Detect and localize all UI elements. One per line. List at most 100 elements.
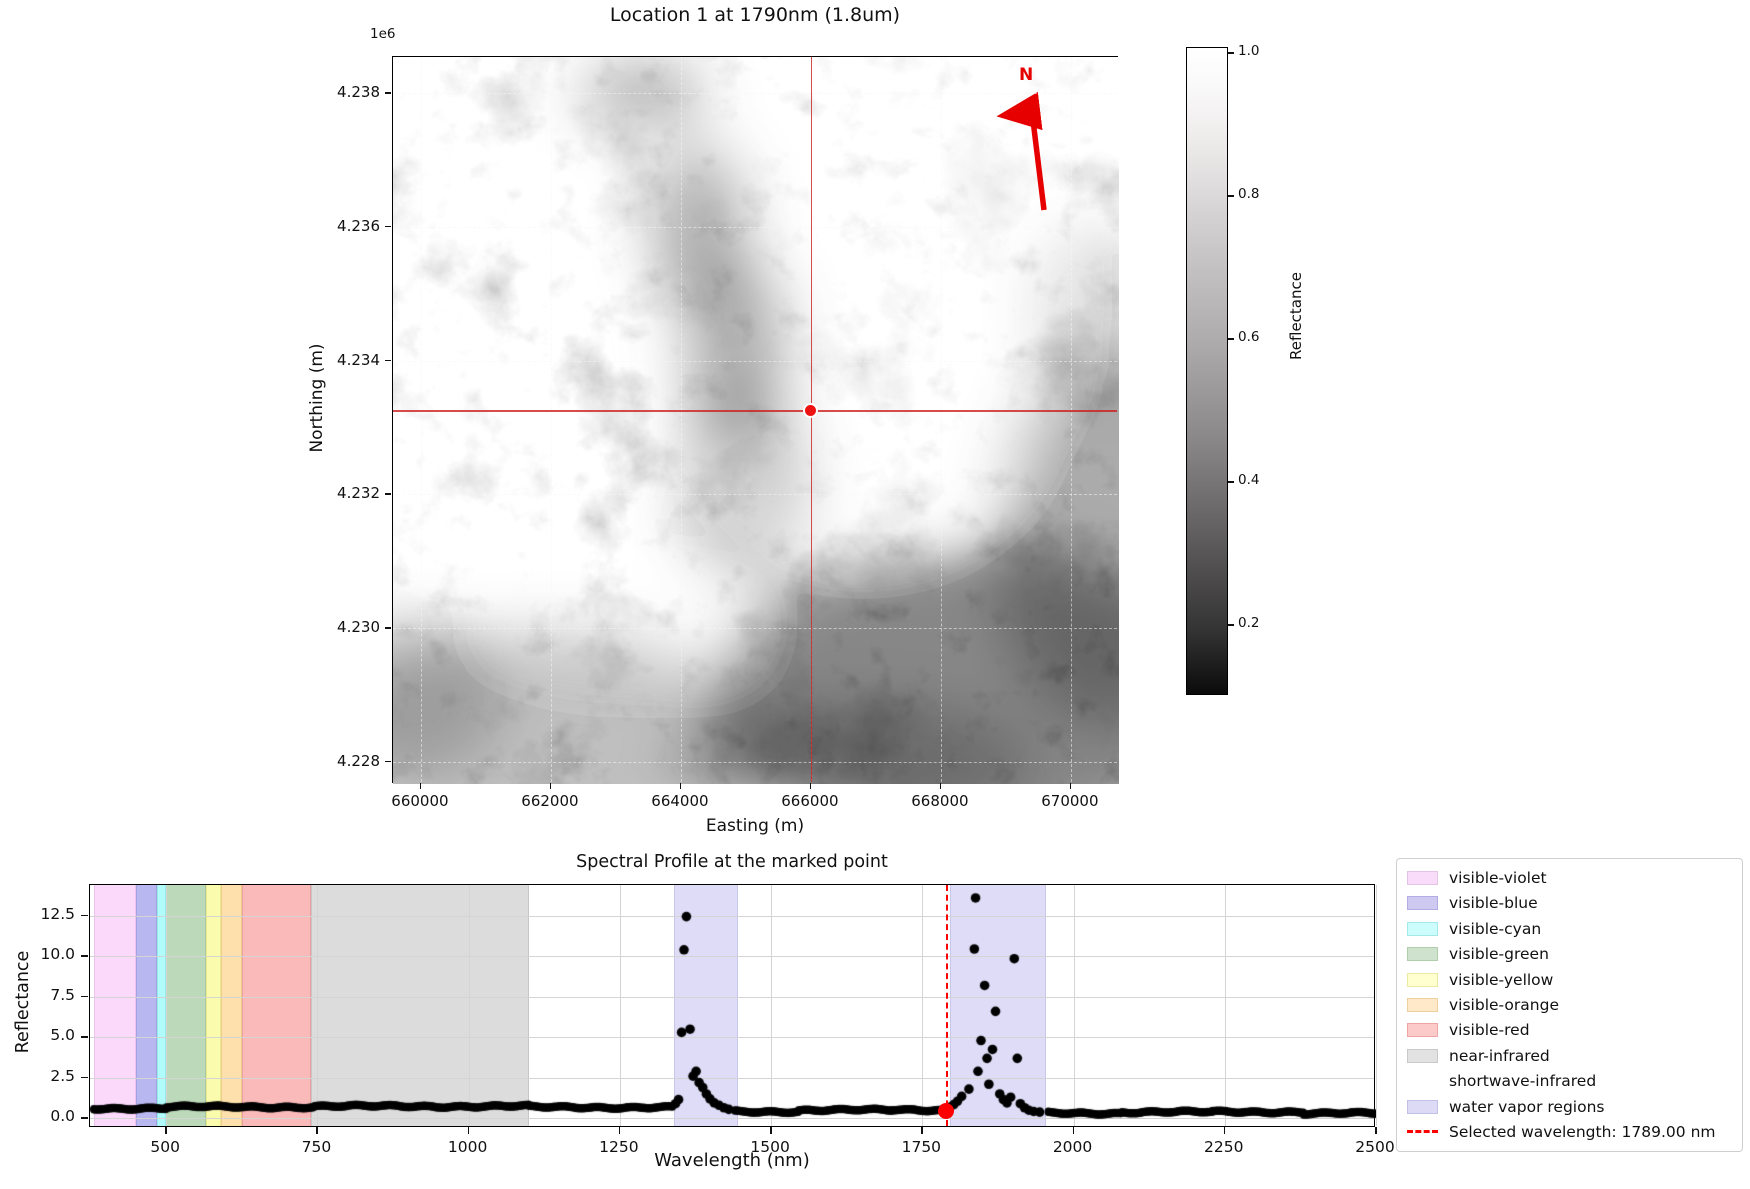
crosshair-horizontal (393, 410, 1117, 412)
spectral-x-tickmark (1223, 1127, 1226, 1134)
spectral-x-tickmark (467, 1127, 470, 1134)
spectral-x-tickmark (770, 1127, 772, 1134)
legend-row: water vapor regions (1407, 1095, 1732, 1119)
spectral-gridline-v (1376, 885, 1377, 1126)
map-x-tickmark (679, 783, 682, 789)
legend-row: near-infrared (1407, 1044, 1732, 1068)
crosshair-vertical (810, 57, 813, 782)
colorbar-tickmark (1228, 481, 1234, 483)
legend-swatch (1407, 871, 1438, 885)
spectral-x-tickmark (165, 1127, 167, 1134)
legend-row: visible-cyan (1407, 917, 1732, 941)
map-gridline-h (393, 93, 1117, 95)
spectral-x-tick-label: 1750 (901, 1138, 942, 1156)
map-title: Location 1 at 1790nm (1.8um) (609, 4, 901, 26)
legend-swatch (1407, 1074, 1438, 1089)
spectral-y-tick-label: 2.5 (50, 1066, 75, 1085)
selected-wavelength-line (945, 885, 948, 1126)
spectral-y-tickmark (81, 1117, 88, 1119)
map-x-tickmark (549, 783, 552, 789)
colorbar-tickmark (1228, 624, 1234, 626)
map-x-tickmark (1069, 783, 1072, 789)
map-y-tick-label: 4.236 (337, 216, 380, 235)
spectral-y-tick-label: 0.0 (50, 1107, 75, 1126)
colorbar-tickmark (1228, 52, 1234, 54)
colorbar (1186, 47, 1228, 695)
spectral-y-tickmark (81, 995, 88, 998)
map-x-tick-label: 660000 (391, 792, 449, 810)
map-gridline-h (393, 226, 1117, 228)
legend-label: visible-blue (1449, 894, 1538, 913)
map-x-tick-label: 670000 (1041, 792, 1099, 810)
map-y-tick-label: 4.228 (337, 751, 380, 770)
colorbar-tick-label: 1.0 (1238, 43, 1260, 59)
map-gridline-v (940, 57, 942, 782)
legend-swatch (1407, 1023, 1438, 1038)
colorbar-tick-label: 0.4 (1238, 472, 1260, 489)
legend-swatch (1407, 1048, 1438, 1063)
spectral-y-tick-label: 7.5 (50, 985, 75, 1004)
map-gridline-h (393, 494, 1117, 496)
map-marker-dot (803, 402, 819, 418)
spectral-x-tick-label: 2000 (1052, 1138, 1093, 1156)
legend-label: visible-violet (1449, 869, 1547, 887)
map-x-tick-label: 662000 (521, 792, 579, 810)
legend-label: water vapor regions (1449, 1097, 1605, 1116)
colorbar-label: Reflectance (1287, 272, 1305, 360)
spectral-legend: visible-violet visible-blue visible-cyan vi… (1396, 858, 1743, 1152)
legend-swatch (1407, 1099, 1438, 1114)
legend-swatch (1407, 947, 1438, 962)
colorbar-tickmark (1228, 195, 1234, 197)
spectral-y-tick-label: 12.5 (40, 904, 75, 923)
north-arrow (996, 91, 1047, 211)
map-x-axis-label: Easting (m) (705, 816, 805, 836)
legend-label: visible-orange (1449, 995, 1559, 1014)
spectral-y-tickmark (81, 1036, 88, 1038)
legend-row: visible-yellow (1407, 968, 1732, 992)
map-y-tickmark (385, 225, 391, 228)
legend-label: shortwave-infrared (1449, 1072, 1597, 1091)
legend-swatch (1407, 997, 1438, 1012)
legend-row: visible-orange (1407, 993, 1732, 1017)
map-x-tickmark (939, 783, 942, 789)
spectral-x-tickmark (1072, 1127, 1075, 1134)
map-y-tick-label: 4.230 (337, 618, 380, 637)
map-x-tickmark (419, 783, 422, 789)
spectral-title: Spectral Profile at the marked point (576, 852, 888, 872)
spectral-x-tick-label: 1000 (447, 1138, 488, 1156)
legend-swatch (1407, 921, 1438, 936)
map-gridline-v (420, 57, 422, 782)
legend-label: visible-red (1449, 1021, 1530, 1040)
map-y-tickmark (385, 359, 391, 362)
legend-label: Selected wavelength: 1789.00 nm (1449, 1122, 1716, 1141)
spectral-y-tickmark (81, 955, 88, 957)
map-x-tick-label: 668000 (911, 792, 969, 810)
spectral-x-tick-label: 1250 (599, 1138, 639, 1156)
map-terrain-svg (313, 47, 1233, 847)
legend-row: visible-violet (1407, 866, 1732, 890)
spectral-x-tick-label: 500 (150, 1138, 180, 1156)
spectral-x-tickmark (1375, 1127, 1377, 1134)
map-y-tick-label: 4.232 (337, 484, 380, 503)
colorbar-tick-label: 0.2 (1238, 615, 1260, 632)
legend-label: visible-cyan (1449, 919, 1542, 938)
spectral-x-tick-label: 2500 (1355, 1138, 1395, 1156)
map-y-tickmark (385, 493, 391, 495)
colorbar-tick-label: 0.8 (1238, 186, 1260, 203)
legend-label: visible-green (1449, 945, 1549, 964)
map-gridline-h (393, 628, 1117, 630)
map-gridline-h (393, 360, 1117, 362)
spectral-x-tick-label: 750 (301, 1138, 332, 1156)
north-arrow-label: N (1019, 65, 1034, 85)
map-image: N (313, 47, 1233, 847)
legend-label: visible-yellow (1449, 970, 1554, 989)
legend-row: visible-red (1407, 1018, 1732, 1042)
spectral-x-tick-label: 2250 (1204, 1138, 1244, 1156)
legend-row: visible-green (1407, 942, 1732, 966)
map-x-tickmark (809, 783, 812, 789)
spectral-y-tick-label: 5.0 (50, 1026, 75, 1045)
spectral-x-tickmark (618, 1127, 621, 1134)
legend-row: shortwave-infrared (1407, 1069, 1732, 1093)
legend-dashed-line-swatch (1407, 1130, 1438, 1134)
